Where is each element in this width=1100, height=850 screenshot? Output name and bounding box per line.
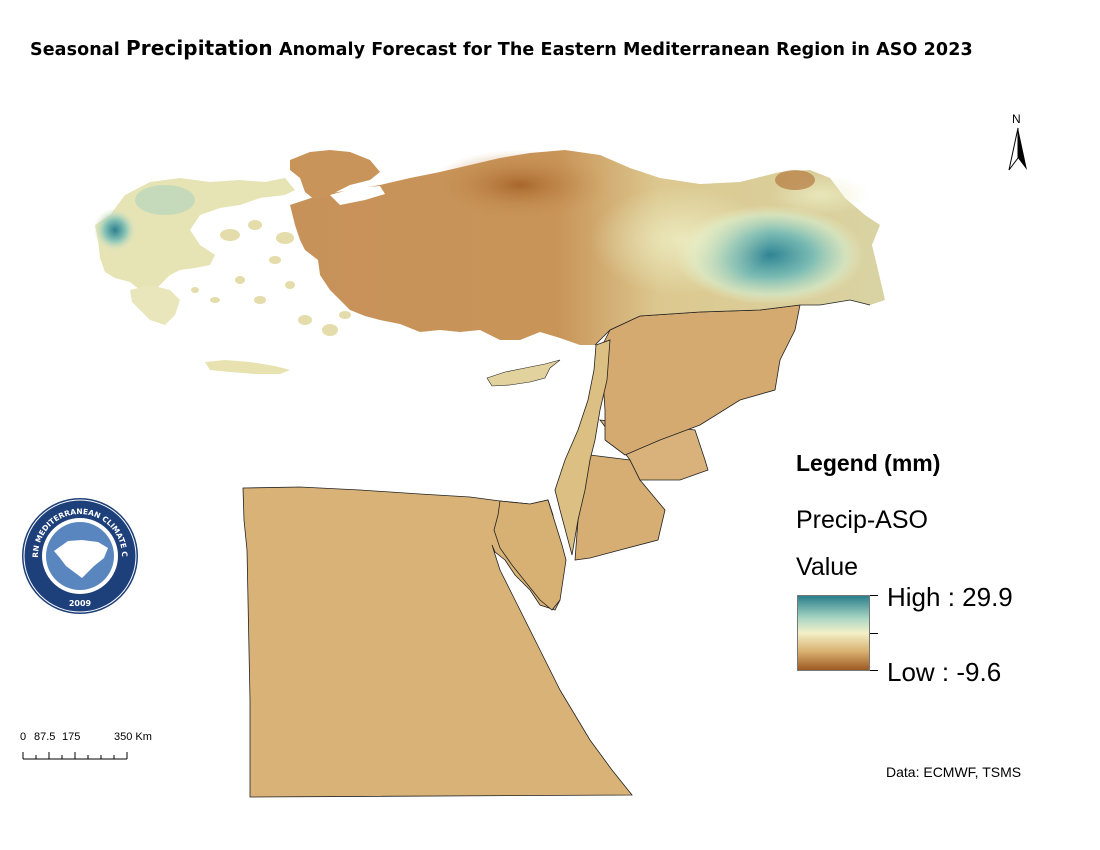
peloponnese-region (130, 285, 180, 325)
levant-coast-region (554, 339, 611, 556)
map-title: Seasonal Precipitation Anomaly Forecast … (30, 36, 973, 60)
scale-label-87-5: 87.5 (34, 731, 56, 743)
legend-color-ramp (797, 595, 870, 671)
scale-label-175: 175 (62, 731, 81, 743)
title-part-1: Seasonal (30, 40, 120, 60)
legend-layer-name: Precip-ASO (796, 506, 928, 534)
scale-bar: 0 87.5 175 350 Km (20, 731, 160, 771)
sea-of-marmara (330, 186, 385, 205)
title-part-3: Anomaly Forecast for The Eastern Mediter… (278, 40, 973, 60)
legend-tick-mid (870, 633, 878, 634)
crete-region (205, 360, 290, 374)
aegean-islands (191, 220, 351, 336)
turkey-border (594, 299, 871, 346)
legend-high-label: High : 29.9 (887, 582, 1013, 612)
syria-region (599, 304, 801, 456)
thrace-region (290, 150, 380, 200)
scale-label-0: 0 (20, 731, 27, 743)
greece-wet-north (135, 185, 195, 215)
north-arrow: N (1003, 112, 1033, 174)
north-label: N (1012, 112, 1021, 126)
dry-anomaly-northeast (775, 170, 815, 190)
light-band-central (590, 185, 770, 295)
emcc-logo-icon: EASTERN MEDITERRANEAN CLIMATE CENTRE 200… (17, 489, 140, 616)
logo-year: 2009 (69, 599, 92, 608)
legend-tick-low (870, 670, 878, 671)
north-arrow-icon (1008, 127, 1027, 171)
legend-tick-high (870, 595, 878, 596)
scale-bar-ruler (22, 752, 128, 760)
sinai-region (493, 499, 567, 611)
title-part-2: Precipitation (126, 36, 273, 60)
wet-anomaly-west (93, 208, 137, 252)
cyprus-region (486, 359, 561, 387)
legend-field-label: Value (796, 553, 859, 581)
data-attribution: Data: ECMWF, TSMS (886, 764, 1022, 780)
dry-anomaly-north (430, 150, 610, 220)
legend-low-label: Low : -9.6 (887, 657, 1002, 687)
scale-label-350: 350 Km (114, 731, 152, 743)
legend-title: Legend (mm) (796, 450, 941, 476)
